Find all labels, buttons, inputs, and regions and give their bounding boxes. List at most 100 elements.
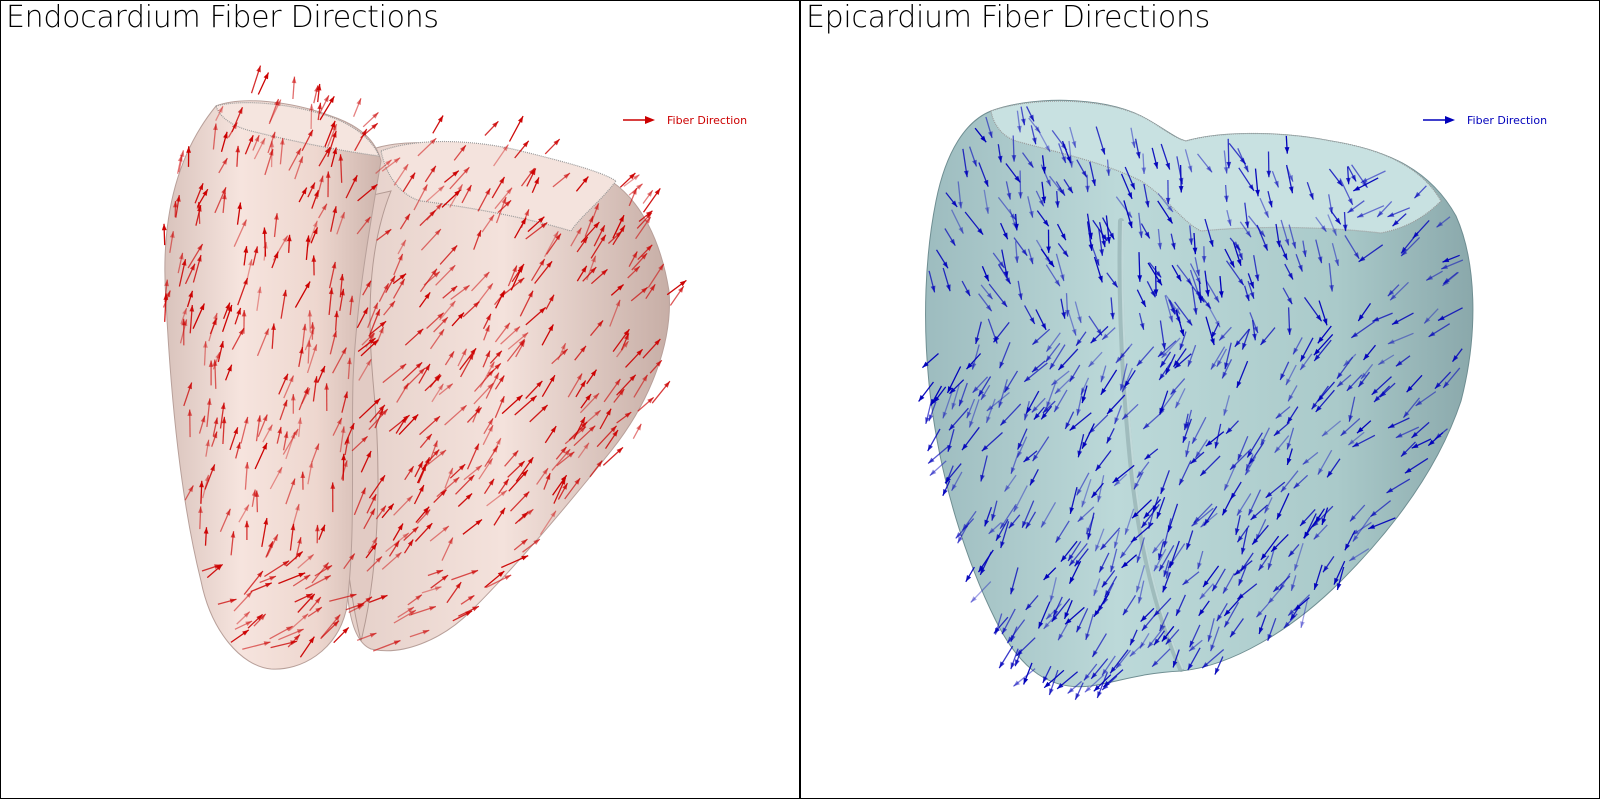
fiber-arrow-shaft xyxy=(431,383,444,403)
fiber-arrow-head xyxy=(227,364,232,372)
fiber-arrow-head xyxy=(271,323,276,330)
fiber-arrow-head xyxy=(951,484,957,491)
fiber-arrow-head xyxy=(1287,328,1292,335)
fiber-arrow-head xyxy=(1284,147,1290,154)
fiber-arrow-head xyxy=(1024,375,1031,382)
fiber-arrow-head xyxy=(1023,413,1029,421)
fiber-arrow-head xyxy=(366,451,372,458)
fiber-arrow-head xyxy=(314,443,319,451)
fiber-arrow-head xyxy=(212,318,217,326)
fiber-arrow-shaft xyxy=(438,383,454,396)
fiber-arrow-head xyxy=(381,409,388,416)
fiber-arrow-head xyxy=(1061,312,1066,319)
fiber-arrow-head xyxy=(1175,316,1181,324)
fiber-arrow-head xyxy=(594,203,599,211)
fiber-arrow-head xyxy=(1004,385,1010,393)
fiber-arrow-head xyxy=(928,457,935,464)
endocardium-fiber-arrows xyxy=(161,65,687,658)
fiber-arrow-head xyxy=(1230,492,1236,500)
fiber-arrow-head xyxy=(186,146,191,153)
epicardium-legend-label: Fiber Direction xyxy=(1467,113,1548,127)
fiber-arrow-head xyxy=(1321,430,1329,437)
fiber-arrow-head xyxy=(1174,362,1181,369)
fiber-arrow-head xyxy=(945,477,951,484)
fiber-arrow-head xyxy=(1229,260,1235,268)
fiber-arrow-head xyxy=(329,96,335,103)
fiber-arrow-head xyxy=(434,374,441,381)
fiber-arrow-head xyxy=(325,565,333,571)
fiber-arrow-head xyxy=(1137,596,1143,604)
fiber-arrow-head xyxy=(1018,293,1023,300)
fiber-arrow-head xyxy=(483,271,490,279)
fiber-arrow-head xyxy=(1300,621,1305,628)
fiber-arrow-head xyxy=(1195,269,1201,277)
epicardium-render-canvas[interactable] xyxy=(801,1,1600,799)
fiber-arrow-head xyxy=(369,633,377,638)
fiber-arrow-head xyxy=(269,576,276,581)
fiber-arrow-shaft xyxy=(1115,346,1130,364)
fiber-arrow-head xyxy=(248,259,253,266)
fiber-arrow-shaft xyxy=(1151,538,1165,554)
fiber-arrow-head xyxy=(592,393,600,400)
fiber-arrow-shaft xyxy=(970,581,992,603)
fiber-arrow-head xyxy=(1268,597,1274,604)
fiber-arrow-head xyxy=(1069,576,1075,584)
fiber-arrow-head xyxy=(324,575,331,581)
fiber-arrow-head xyxy=(269,140,275,148)
fiber-arrow-head xyxy=(1110,565,1115,573)
fiber-arrow-head xyxy=(1179,343,1185,350)
fiber-arrow-head xyxy=(1249,292,1255,299)
fiber-arrow-head xyxy=(1273,585,1280,592)
fiber-arrow-head xyxy=(380,505,386,513)
fiber-arrow-head xyxy=(1068,554,1074,561)
fiber-arrow-head xyxy=(928,414,934,422)
fiber-arrow-head xyxy=(297,537,302,544)
fiber-arrow-head xyxy=(1300,363,1306,370)
fiber-arrow-shaft xyxy=(478,457,494,480)
fiber-arrow-head xyxy=(1222,371,1228,379)
fiber-arrow-head xyxy=(306,340,312,347)
fiber-arrow-head xyxy=(1088,427,1095,434)
fiber-arrow-shaft xyxy=(336,211,346,235)
fiber-arrow-head xyxy=(415,362,423,369)
fiber-arrow-head xyxy=(655,360,662,367)
fiber-arrow-head xyxy=(1346,384,1353,391)
fiber-arrow-shaft xyxy=(1352,516,1371,542)
fiber-arrow-head xyxy=(302,323,307,331)
endocardium-viewport[interactable]: Endocardium Fiber Directions Fiber Direc… xyxy=(0,0,800,799)
fiber-arrow-head xyxy=(1102,668,1108,676)
epicardium-viewport[interactable]: Epicardium Fiber Directions Fiber Direct… xyxy=(800,0,1600,799)
fiber-arrow-head xyxy=(523,491,530,498)
fiber-arrow-head xyxy=(949,423,955,431)
fiber-arrow-head xyxy=(986,405,994,411)
fiber-arrow-head xyxy=(1127,221,1133,229)
fiber-arrow-head xyxy=(310,182,315,190)
fiber-arrow-head xyxy=(1336,583,1342,590)
fiber-arrow-shaft xyxy=(479,361,495,388)
fiber-arrow-shaft xyxy=(1387,332,1414,345)
fiber-arrow-head xyxy=(1328,207,1334,214)
fiber-arrow-shaft xyxy=(1115,196,1133,219)
fiber-arrow-head xyxy=(499,507,506,515)
fiber-arrow-head xyxy=(1358,256,1366,262)
fiber-arrow-shaft xyxy=(381,551,402,570)
fiber-arrow-head xyxy=(415,594,422,601)
endocardium-render-canvas[interactable] xyxy=(1,1,800,799)
fiber-arrow-head xyxy=(407,539,414,547)
fiber-arrow-head xyxy=(1163,570,1168,577)
fiber-arrow-head xyxy=(1313,583,1319,590)
fiber-arrow-head xyxy=(1313,533,1320,540)
fiber-arrow-head xyxy=(341,347,347,355)
fiber-arrow-head xyxy=(1148,522,1153,529)
fiber-arrow-head xyxy=(1219,334,1226,341)
fiber-arrow-head xyxy=(220,402,226,410)
fiber-arrow-head xyxy=(1065,618,1072,625)
fiber-arrow-shaft xyxy=(951,209,964,234)
fiber-arrow-head xyxy=(187,409,193,416)
fiber-arrow-shaft xyxy=(1113,529,1120,549)
fiber-arrow-head xyxy=(590,267,597,274)
fiber-arrow-head xyxy=(1351,332,1358,338)
fiber-arrow-head xyxy=(549,375,555,382)
fiber-arrow-head xyxy=(334,310,339,318)
fiber-arrow-head xyxy=(262,227,268,234)
